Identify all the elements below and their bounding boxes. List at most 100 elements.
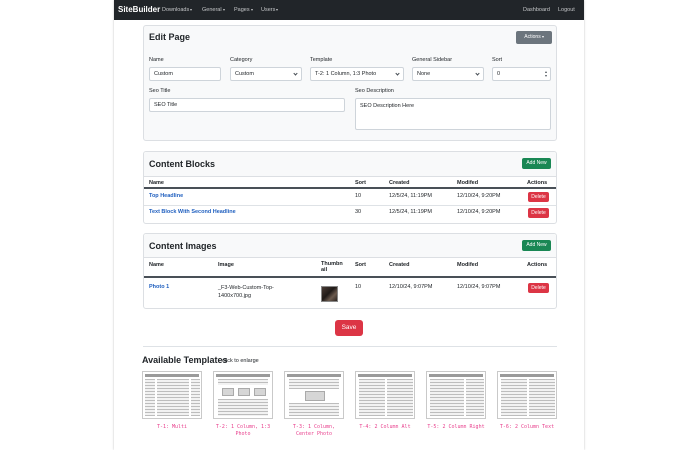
sidebar-value: None <box>417 71 431 77</box>
col-header-name: Name <box>149 180 164 186</box>
nav-general[interactable]: General <box>202 7 225 13</box>
content-blocks-card: Content Blocks Add New Name Sort Created… <box>143 151 557 224</box>
table-header-divider <box>144 187 556 189</box>
templates-title: Available Templates <box>142 355 228 365</box>
col-header-image: Image <box>218 262 234 268</box>
templates-hint: click to enlarge <box>222 358 259 364</box>
col-header-actions: Actions <box>527 262 548 268</box>
nav-general-label: General <box>202 7 222 13</box>
content-block-link[interactable]: Top Headline <box>149 193 184 199</box>
template-caption[interactable]: T-2: 1 Column, 1:3 Photo <box>208 424 278 438</box>
chevron-down-icon <box>475 71 480 76</box>
modified-cell: 12/10/24, 9:20PM <box>457 193 501 199</box>
chevron-down-icon <box>293 71 298 76</box>
template-caption-line1: T-3: 1 Column, <box>292 424 336 430</box>
nav-users-label: Users <box>261 7 276 13</box>
template-thumbnail[interactable] <box>426 371 486 419</box>
created-cell: 12/10/24, 9:07PM <box>389 284 433 290</box>
sort-value: 0 <box>497 71 501 77</box>
actions-label: Actions <box>524 34 541 40</box>
created-cell: 12/5/24, 11:19PM <box>389 193 433 199</box>
seo-description-textarea[interactable]: SEO Description Here <box>355 98 551 130</box>
col-header-thumbnail-line1: Thumbn <box>321 261 343 267</box>
table-header-divider <box>144 276 556 278</box>
nav-downloads-label: Downloads <box>162 7 190 13</box>
col-header-created: Created <box>389 262 410 268</box>
sidebar-select[interactable]: None <box>412 67 484 81</box>
template-thumbnail[interactable] <box>284 371 344 419</box>
col-header-created: Created <box>389 180 410 186</box>
category-label: Category <box>230 57 253 63</box>
sort-cell: 10 <box>355 284 362 290</box>
seo-title-label: Seo Title <box>149 88 171 94</box>
template-caption[interactable]: T-4: 2 Column Alt <box>350 424 420 431</box>
template-caption-line1: T-2: 1 Column, 1:3 <box>215 424 271 430</box>
nav-downloads[interactable]: Downloads <box>162 7 193 13</box>
name-field[interactable]: Custom <box>149 67 221 81</box>
delete-button[interactable]: Delete <box>528 192 549 202</box>
nav-pages-label: Pages <box>234 7 250 13</box>
template-thumbnail[interactable] <box>142 371 202 419</box>
content-blocks-header <box>144 152 556 177</box>
template-caption-line2: Center Photo <box>295 431 333 437</box>
delete-button[interactable]: Delete <box>528 208 549 218</box>
nav-dashboard[interactable]: Dashboard <box>523 7 550 13</box>
template-caption[interactable]: T-3: 1 Column, Center Photo <box>279 424 349 438</box>
template-value: T-2: 1 Column, 1:3 Photo <box>315 71 377 77</box>
actions-dropdown-button[interactable]: Actions <box>516 31 552 44</box>
nav-users[interactable]: Users <box>261 7 279 13</box>
app-window: SiteBuilder Downloads General Pages User… <box>114 0 584 450</box>
chevron-down-icon <box>276 8 279 11</box>
sort-cell: 30 <box>355 209 362 215</box>
save-button[interactable]: Save <box>335 320 363 336</box>
template-caption-line1: T-6: 2 Column Text <box>499 424 555 430</box>
page-title: Edit Page <box>149 32 191 42</box>
thumbnail-image[interactable] <box>321 286 338 302</box>
col-header-modified: Modifed <box>457 262 479 268</box>
sort-label: Sort <box>492 57 503 63</box>
content-image-link[interactable]: Photo 1 <box>149 284 170 290</box>
brand-logo[interactable]: SiteBuilder <box>118 5 161 14</box>
template-label: Template <box>310 57 333 63</box>
content-images-header <box>144 234 556 258</box>
template-thumbnail[interactable] <box>355 371 415 419</box>
image-filename-line1: _F3-Web-Custom-Top- <box>218 285 274 291</box>
col-header-modified: Modifed <box>457 180 479 186</box>
modified-cell: 12/10/24, 9:20PM <box>457 209 501 215</box>
sort-stepper[interactable]: 0 ▴ ▾ <box>492 67 551 81</box>
template-select[interactable]: T-2: 1 Column, 1:3 Photo <box>310 67 404 81</box>
template-caption[interactable]: T-1: Multi <box>137 424 207 431</box>
content-images-card: Content Images Add New Name Image Thumbn… <box>143 233 557 309</box>
chevron-down-icon <box>190 8 193 11</box>
chevron-down-icon <box>222 8 225 11</box>
add-content-block-button[interactable]: Add New <box>522 158 551 169</box>
content-images-title: Content Images <box>149 241 217 251</box>
chevron-down-icon <box>395 71 400 76</box>
spinner-arrows-icon[interactable]: ▴ ▾ <box>544 69 547 78</box>
template-caption[interactable]: T-5: 2 Column Right <box>421 424 491 431</box>
chevron-down-icon <box>250 8 253 11</box>
template-caption-line1: T-1: Multi <box>156 424 188 430</box>
col-header-name: Name <box>149 262 164 268</box>
section-divider <box>143 346 557 347</box>
add-content-image-button[interactable]: Add New <box>522 240 551 251</box>
category-select[interactable]: Custom <box>230 67 302 81</box>
content-blocks-title: Content Blocks <box>149 159 216 169</box>
delete-button[interactable]: Delete <box>528 283 549 293</box>
sidebar-label: General Sidebar <box>412 57 453 63</box>
col-header-sort: Sort <box>355 180 366 186</box>
template-caption-line1: T-4: 2 Column Alt <box>359 424 411 430</box>
seo-description-label: Seo Description <box>355 88 394 94</box>
row-divider <box>144 205 556 206</box>
template-thumbnail[interactable] <box>213 371 273 419</box>
seo-title-field[interactable]: SEO Title <box>149 98 345 112</box>
nav-logout[interactable]: Logout <box>558 7 575 13</box>
template-caption[interactable]: T-6: 2 Column Text <box>492 424 562 431</box>
navbar: SiteBuilder Downloads General Pages User… <box>114 0 584 20</box>
col-header-thumbnail-line2: ail <box>321 267 328 273</box>
name-label: Name <box>149 57 164 63</box>
content-block-link[interactable]: Text Block With Second Headline <box>149 209 236 215</box>
nav-pages[interactable]: Pages <box>234 7 253 13</box>
template-caption-line2: Photo <box>235 431 251 437</box>
template-thumbnail[interactable] <box>497 371 557 419</box>
